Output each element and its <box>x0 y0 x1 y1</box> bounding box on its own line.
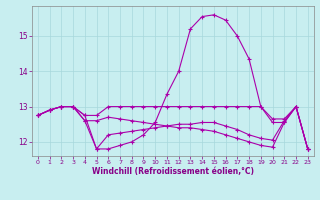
X-axis label: Windchill (Refroidissement éolien,°C): Windchill (Refroidissement éolien,°C) <box>92 167 254 176</box>
